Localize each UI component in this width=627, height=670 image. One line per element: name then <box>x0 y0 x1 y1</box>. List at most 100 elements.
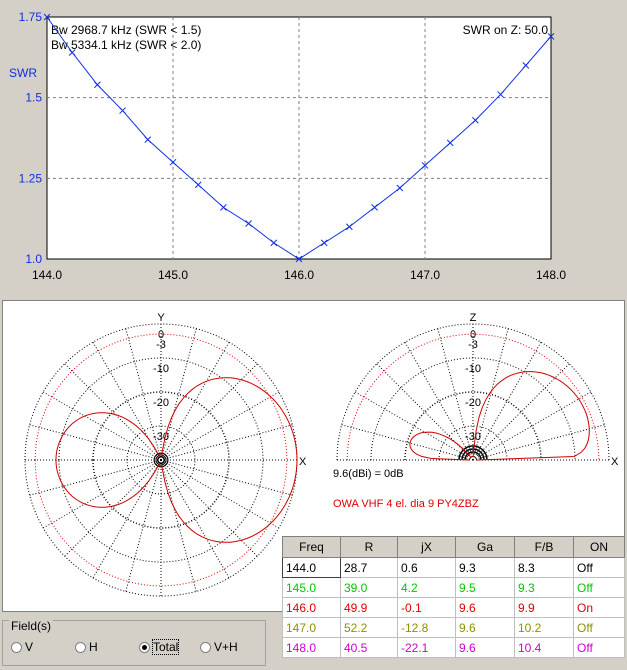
table-cell[interactable]: 0.6 <box>397 557 456 578</box>
table-cell[interactable]: Off <box>573 617 625 638</box>
swr-data-point <box>371 204 378 211</box>
polar-spoke <box>160 341 230 461</box>
table-cell[interactable]: 39.0 <box>340 577 398 598</box>
table-cell[interactable]: Off <box>573 557 625 578</box>
pattern-center <box>464 451 482 461</box>
field-option-total[interactable]: Total <box>139 639 180 655</box>
swr-data-point <box>547 33 555 40</box>
col-header-ga[interactable]: Ga <box>455 536 515 558</box>
y-tick-label: 1.5 <box>25 91 42 105</box>
y-tick-label: 1.75 <box>19 10 43 24</box>
x-tick-label: 145.0 <box>158 268 188 282</box>
table-row[interactable]: 148.0 40.5 -22.1 9.6 10.4 Off <box>282 637 625 658</box>
table-cell[interactable]: 9.6 <box>455 617 515 638</box>
radio-v-plus-h-label: V+H <box>214 640 238 654</box>
field-option-v-plus-h[interactable]: V+H <box>200 640 238 654</box>
radio-h[interactable] <box>75 641 86 653</box>
table-cell[interactable]: 9.9 <box>514 597 574 618</box>
pattern-center <box>153 452 169 468</box>
swr-data-point <box>94 81 101 89</box>
radio-h-label: H <box>89 640 98 654</box>
col-header-on[interactable]: ON <box>573 536 625 558</box>
bandwidth-info-2: Bw 5334.1 kHz (SWR < 2.0) <box>51 38 201 52</box>
table-cell[interactable]: 40.5 <box>340 637 398 658</box>
bandwidth-info-1: Bw 2968.7 kHz (SWR < 1.5) <box>51 23 201 37</box>
x-tick-label: 147.0 <box>410 268 440 282</box>
swr-data-point <box>270 239 278 247</box>
polar-spoke <box>160 459 280 529</box>
polar-ring-label: -30 <box>465 431 481 443</box>
radio-total-label: Total <box>151 639 180 655</box>
radio-v-plus-h[interactable] <box>200 641 211 653</box>
table-cell[interactable]: 49.9 <box>340 597 398 618</box>
table-cell[interactable]: 4.2 <box>397 577 456 598</box>
table-cell[interactable]: 146.0 <box>282 597 341 618</box>
azimuth-pattern-curve <box>55 377 298 543</box>
swr-data-point <box>472 116 479 124</box>
polar-spoke <box>354 391 474 461</box>
x-tick-label: 148.0 <box>536 268 566 282</box>
table-cell[interactable]: 9.6 <box>455 637 515 658</box>
table-cell[interactable]: 8.3 <box>514 557 574 578</box>
table-cell[interactable]: 9.6 <box>455 597 515 618</box>
pattern-center <box>461 448 485 461</box>
table-cell[interactable]: On <box>573 597 625 618</box>
table-cell[interactable]: 9.3 <box>514 577 574 598</box>
polar-axis-label: Z <box>470 312 477 324</box>
swr-data-point <box>396 184 404 192</box>
table-cell[interactable]: 145.0 <box>282 577 341 598</box>
field-option-h[interactable]: H <box>75 640 98 654</box>
col-header-r[interactable]: R <box>340 536 398 558</box>
col-header-jx[interactable]: jX <box>397 536 456 558</box>
y-tick-label: 1.25 <box>19 171 43 185</box>
table-cell[interactable]: 144.0 <box>282 557 341 578</box>
polar-spoke <box>160 328 197 461</box>
antenna-model-label: OWA VHF 4 el. dia 9 PY4ZBZ <box>333 498 479 510</box>
swr-reference-info: SWR on Z: 50.0 <box>463 23 549 37</box>
polar-spoke <box>160 363 258 461</box>
radio-v[interactable] <box>11 641 22 653</box>
frequency-data-table[interactable]: Freq R jX Ga F/B ON 144.0 28.7 0.6 9.3 8.3 Of… <box>282 536 625 658</box>
table-cell[interactable]: 10.4 <box>514 637 574 658</box>
field-option-v[interactable]: V <box>11 640 33 654</box>
table-row[interactable]: 145.0 39.0 4.2 9.5 9.3 Off <box>282 577 625 598</box>
table-cell[interactable]: 148.0 <box>282 637 341 658</box>
polar-spoke <box>64 363 162 461</box>
polar-ring-label: 0 <box>158 329 164 341</box>
table-cell[interactable]: Off <box>573 577 625 598</box>
polar-spoke <box>160 459 197 592</box>
polar-spoke <box>42 459 162 529</box>
table-row[interactable]: 147.0 52.2 -12.8 9.6 10.2 Off <box>282 617 625 638</box>
polar-spoke <box>42 391 162 461</box>
table-row[interactable]: 146.0 49.9 -0.1 9.6 9.9 On <box>282 597 625 618</box>
y-axis-label: SWR <box>9 66 37 80</box>
table-cell[interactable]: -0.1 <box>397 597 456 618</box>
polar-spoke <box>160 459 258 557</box>
table-row[interactable]: 144.0 28.7 0.6 9.3 8.3 Off <box>282 557 625 578</box>
swr-data-point <box>346 223 353 231</box>
table-cell[interactable]: 9.3 <box>455 557 515 578</box>
polar-ring <box>370 357 576 461</box>
table-cell[interactable]: 28.7 <box>340 557 398 578</box>
polar-ring <box>92 391 230 529</box>
x-tick-label: 144.0 <box>32 268 62 282</box>
table-cell[interactable]: 147.0 <box>282 617 341 638</box>
table-cell[interactable]: 10.2 <box>514 617 574 638</box>
table-cell[interactable]: Off <box>573 637 625 658</box>
table-cell[interactable]: -12.8 <box>397 617 456 638</box>
swr-data-point <box>497 91 504 98</box>
col-header-freq[interactable]: Freq <box>282 536 341 558</box>
table-cell[interactable]: 9.5 <box>455 577 515 598</box>
table-cell[interactable]: -22.1 <box>397 637 456 658</box>
polar-spoke <box>341 424 474 461</box>
swr-chart: 144.0 145.0 146.0 147.0 148.0 1.75 1.5 1.25 1.0 S… <box>9 10 566 282</box>
radio-total[interactable] <box>139 641 150 653</box>
x-tick-label: 146.0 <box>284 268 314 282</box>
pattern-center <box>157 456 165 464</box>
table-header-row: Freq R jX Ga F/B ON <box>282 536 625 558</box>
swr-data-point <box>68 49 76 56</box>
table-cell[interactable]: 52.2 <box>340 617 398 638</box>
radio-v-label: V <box>25 640 34 654</box>
swr-data-point <box>320 239 328 247</box>
col-header-fb[interactable]: F/B <box>514 536 574 558</box>
